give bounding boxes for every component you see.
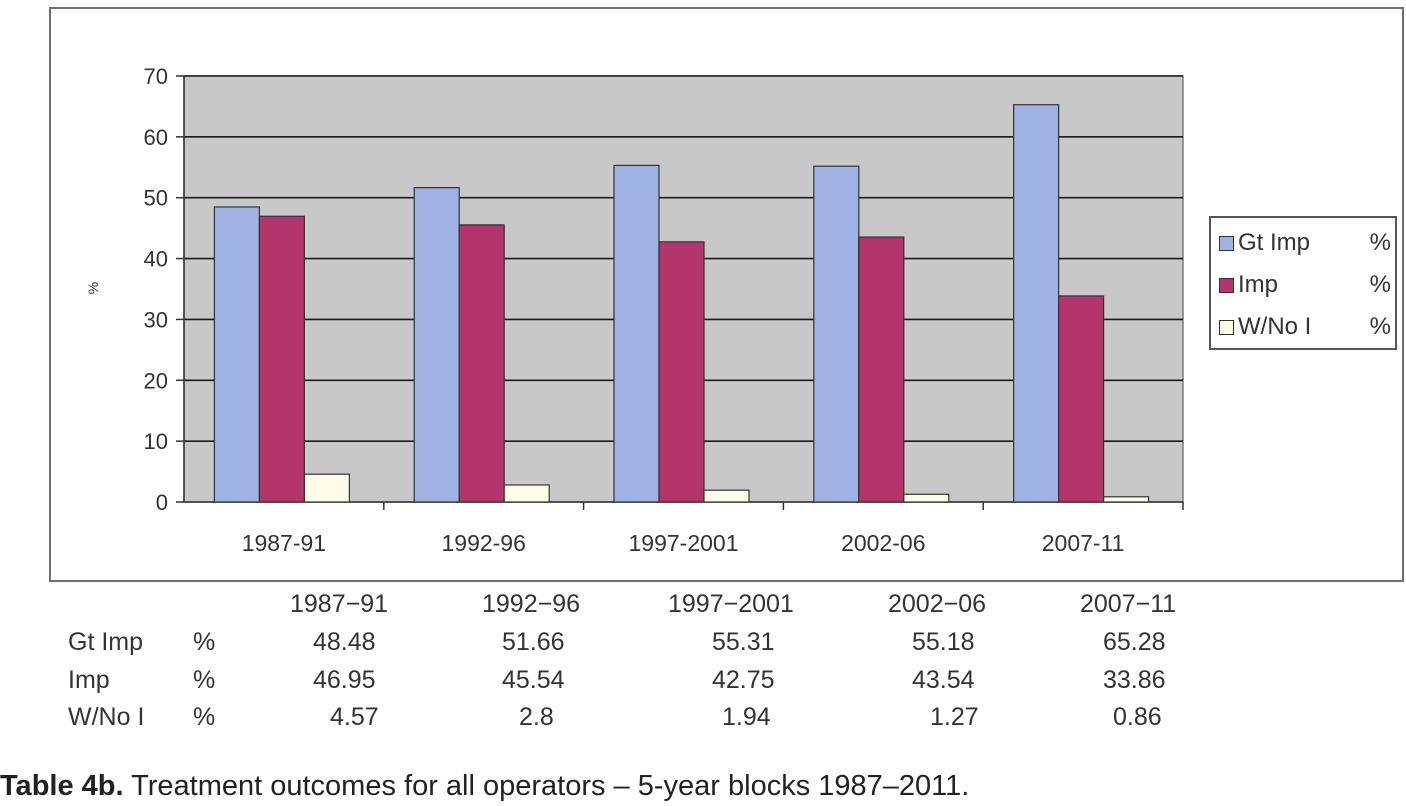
legend-swatch-imp [1219,277,1234,293]
table-cell: 1.94 [722,703,771,731]
legend-unit-imp: % [1369,271,1391,298]
x-tick-label: 2007-11 [1042,530,1125,556]
legend-swatch-gt-imp [1219,235,1234,251]
table-column-header: 1997−2001 [668,590,794,618]
bar-chart: 0 10 20 30 40 50 60 70% 1987-91 1992-96 1997-2001 2… [85,64,1184,556]
bar-w-no-i-1987-91 [303,473,350,503]
legend-swatch-w-no-i [1219,319,1234,335]
table-cell: 2.8 [519,703,554,731]
table-cell: 46.95 [313,666,376,694]
bar-w-no-i-1992-96 [503,484,550,503]
legend-label-imp: Imp [1238,271,1279,298]
bar-w-no-i-2007-11 [1102,496,1150,503]
table-cell: 51.66 [502,628,565,656]
table-cell: 33.86 [1103,666,1166,694]
legend-item-imp: Imp % [1219,270,1391,300]
bar-gt-imp-1997-2001 [613,164,660,503]
y-tick-label: 70 [144,64,168,89]
table-row-unit: % [193,628,216,656]
table-cell: 55.18 [912,628,975,656]
figure-caption: Table 4b. Treatment outcomes for all ope… [0,770,969,803]
x-tick-label: 2002-06 [841,530,925,556]
bar-w-no-i-1997-2001 [703,489,750,503]
y-tick-label: 60 [144,125,168,150]
bar-imp-2007-11 [1057,295,1105,503]
bar-imp-1992-96 [458,224,505,503]
table-row-label: W/No I [68,703,145,731]
caption-text: Treatment outcomes for all operators – 5… [123,770,970,802]
y-tick-label: 0 [156,490,168,515]
legend-item-w-no-i: W/No I % [1219,312,1391,342]
table-column-header: 2002−06 [888,590,987,618]
bar-imp-1987-91 [258,215,305,503]
legend-unit-gt-imp: % [1369,229,1391,256]
y-tick-label: 40 [144,247,168,272]
bar-w-no-i-2002-06 [903,493,950,503]
table-cell: 4.57 [330,703,379,731]
data-table: 1987−91 1992−96 1997−2001 2002−06 2007−1… [0,588,1406,738]
caption-label: Table 4b. [0,770,124,802]
bar-gt-imp-2002-06 [813,165,860,503]
table-row-label: Imp [68,666,110,694]
bar-gt-imp-1987-91 [213,206,260,503]
table-row-unit: % [193,666,216,694]
y-tick-label: 10 [144,429,168,454]
table-column-header: 1992−96 [482,590,581,618]
y-tick-label: 30 [144,307,168,332]
table-cell: 45.54 [502,666,565,694]
chart-legend: Gt Imp % Imp % W/No I % [1209,216,1397,350]
table-column-header: 1987−91 [290,590,389,618]
table-cell: 43.54 [912,666,975,694]
x-tick-label: 1992-96 [441,530,525,556]
y-tick-label: 20 [144,368,168,393]
legend-unit-w-no-i: % [1369,313,1391,340]
legend-item-gt-imp: Gt Imp % [1219,228,1391,258]
bar-gt-imp-2007-11 [1012,104,1060,503]
y-tick-label: 50 [144,186,168,211]
table-column-header: 2007−11 [1080,590,1177,618]
bar-imp-1997-2001 [658,241,705,503]
bar-imp-2002-06 [858,236,905,503]
x-tick-label: 1997-2001 [629,530,739,556]
legend-label-w-no-i: W/No I [1238,313,1312,340]
table-cell: 1.27 [930,703,979,731]
table-cell: 42.75 [712,666,775,694]
table-row-label: Gt Imp [68,628,144,656]
x-tick-label: 1987-91 [242,530,326,556]
table-cell: 55.31 [712,628,775,656]
y-axis-label: % [85,282,101,294]
table-row-unit: % [193,703,216,731]
bar-gt-imp-1992-96 [413,187,460,503]
table-cell: 65.28 [1103,628,1166,656]
table-cell: 0.86 [1113,703,1162,731]
legend-label-gt-imp: Gt Imp [1238,229,1311,256]
table-cell: 48.48 [313,628,376,656]
